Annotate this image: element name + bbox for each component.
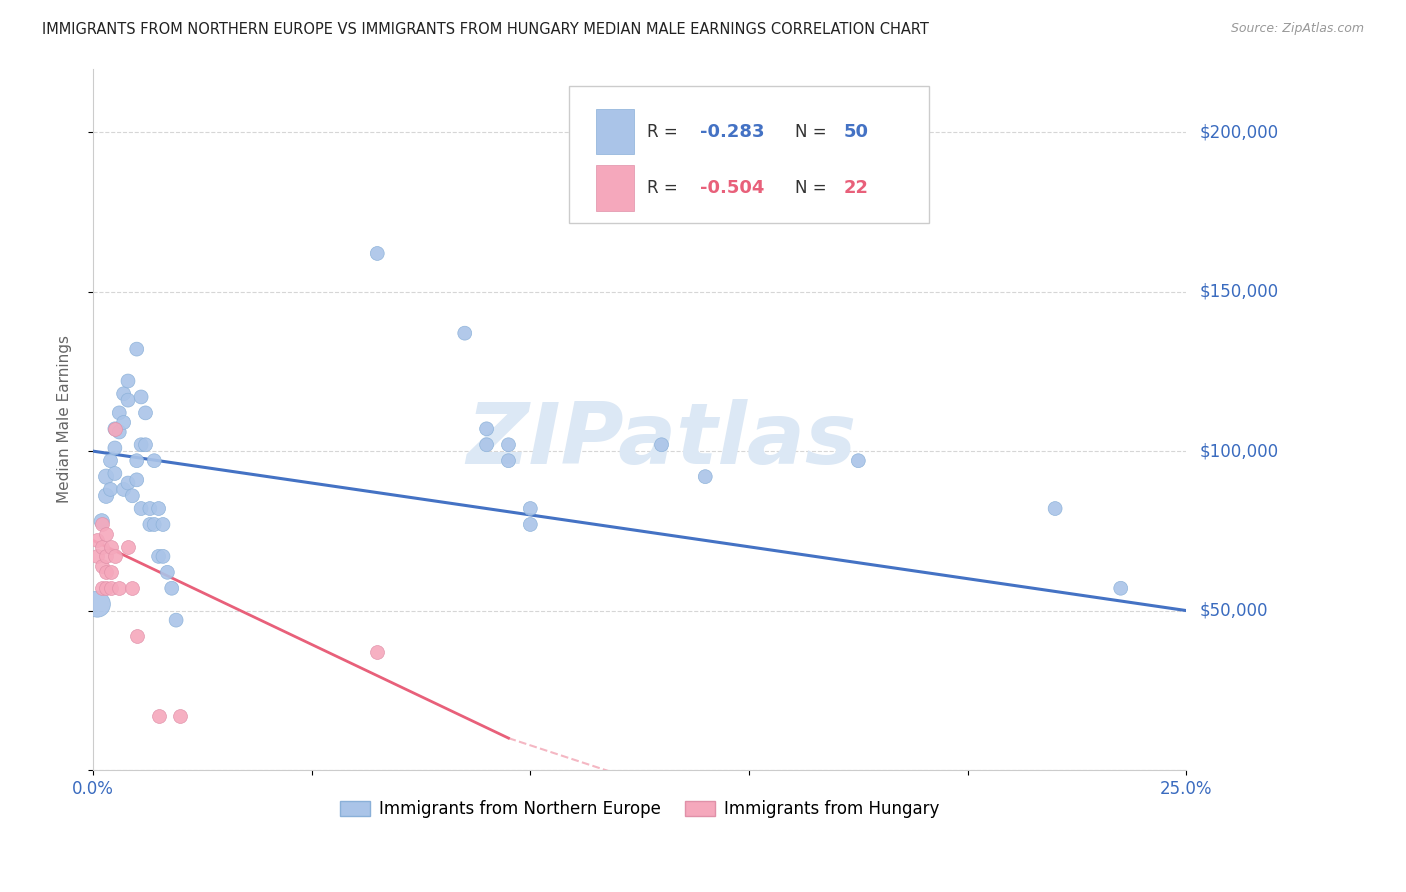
Point xyxy=(125,453,148,467)
Text: 22: 22 xyxy=(844,178,869,197)
Point xyxy=(160,581,183,595)
Point xyxy=(148,708,170,723)
Point xyxy=(86,549,108,564)
Text: N =: N = xyxy=(794,178,832,197)
Point xyxy=(129,438,152,452)
Point xyxy=(695,469,717,483)
Point xyxy=(94,527,117,541)
Point xyxy=(94,469,117,483)
Point xyxy=(134,438,156,452)
Point xyxy=(94,489,117,503)
FancyBboxPatch shape xyxy=(568,86,929,223)
Point xyxy=(165,613,187,627)
Point xyxy=(104,467,127,481)
Text: Source: ZipAtlas.com: Source: ZipAtlas.com xyxy=(1230,22,1364,36)
Point xyxy=(94,581,117,595)
Point xyxy=(129,390,152,404)
Point xyxy=(90,540,112,554)
Point xyxy=(152,517,174,532)
Point xyxy=(104,422,127,436)
Point xyxy=(139,517,162,532)
Point xyxy=(100,483,122,497)
Point xyxy=(108,581,131,595)
Point xyxy=(121,489,143,503)
Point xyxy=(169,708,191,723)
Point xyxy=(112,416,135,430)
FancyBboxPatch shape xyxy=(596,109,634,154)
Point xyxy=(94,566,117,580)
Text: R =: R = xyxy=(647,178,683,197)
Point xyxy=(125,473,148,487)
Point xyxy=(143,517,166,532)
Point xyxy=(104,441,127,455)
Point xyxy=(100,566,122,580)
Point xyxy=(139,501,162,516)
FancyBboxPatch shape xyxy=(596,165,634,211)
Text: $100,000: $100,000 xyxy=(1199,442,1278,460)
Point xyxy=(86,533,108,548)
Text: IMMIGRANTS FROM NORTHERN EUROPE VS IMMIGRANTS FROM HUNGARY MEDIAN MALE EARNINGS : IMMIGRANTS FROM NORTHERN EUROPE VS IMMIG… xyxy=(42,22,929,37)
Point xyxy=(100,453,122,467)
Text: N =: N = xyxy=(794,123,832,141)
Point xyxy=(86,597,108,611)
Text: ZIPatlas: ZIPatlas xyxy=(467,399,856,482)
Point xyxy=(104,422,127,436)
Point xyxy=(143,453,166,467)
Point xyxy=(475,438,498,452)
Point xyxy=(125,629,148,643)
Point xyxy=(498,438,520,452)
Legend: Immigrants from Northern Europe, Immigrants from Hungary: Immigrants from Northern Europe, Immigra… xyxy=(333,794,946,825)
Point xyxy=(152,549,174,564)
Point xyxy=(90,517,112,532)
Text: -0.283: -0.283 xyxy=(700,123,765,141)
Point xyxy=(90,581,112,595)
Point xyxy=(366,246,388,260)
Point xyxy=(100,540,122,554)
Point xyxy=(108,406,131,420)
Point xyxy=(651,438,673,452)
Point xyxy=(108,425,131,439)
Point xyxy=(156,566,179,580)
Point xyxy=(100,581,122,595)
Point xyxy=(117,540,139,554)
Point xyxy=(125,342,148,356)
Point xyxy=(94,549,117,564)
Point xyxy=(366,645,388,659)
Point xyxy=(112,483,135,497)
Text: $200,000: $200,000 xyxy=(1199,123,1278,141)
Point xyxy=(121,581,143,595)
Text: $50,000: $50,000 xyxy=(1199,601,1268,620)
Y-axis label: Median Male Earnings: Median Male Earnings xyxy=(58,335,72,503)
Point xyxy=(129,501,152,516)
Point xyxy=(475,422,498,436)
Point xyxy=(117,393,139,408)
Text: 50: 50 xyxy=(844,123,869,141)
Text: -0.504: -0.504 xyxy=(700,178,765,197)
Point xyxy=(1043,501,1066,516)
Point xyxy=(454,326,477,341)
Point xyxy=(90,514,112,528)
Point xyxy=(90,558,112,573)
Point xyxy=(519,517,541,532)
Point xyxy=(112,386,135,401)
Point xyxy=(1109,581,1132,595)
Point xyxy=(134,406,156,420)
Point xyxy=(104,549,127,564)
Point xyxy=(148,549,170,564)
Text: R =: R = xyxy=(647,123,683,141)
Text: $150,000: $150,000 xyxy=(1199,283,1278,301)
Point xyxy=(846,453,869,467)
Point xyxy=(498,453,520,467)
Point xyxy=(519,501,541,516)
Point xyxy=(148,501,170,516)
Point xyxy=(117,476,139,491)
Point xyxy=(117,374,139,388)
